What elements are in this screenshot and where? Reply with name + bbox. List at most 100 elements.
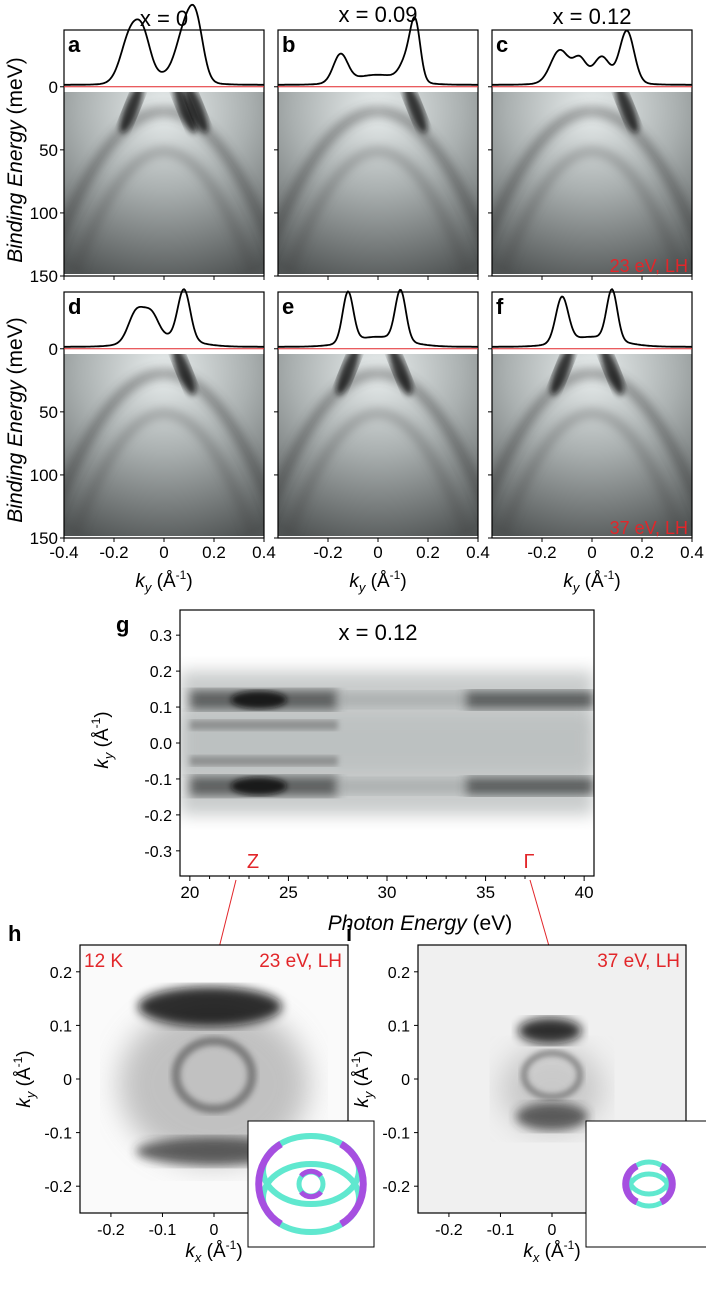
x-tick-label: -0.1 [487, 1222, 515, 1239]
x-tick-label: -0.2 [99, 543, 128, 562]
inset-schematic [247, 1120, 375, 1248]
y-tick-label: 0.1 [150, 700, 172, 717]
inset-schematic [585, 1120, 706, 1248]
mdc-curve [278, 16, 478, 86]
inner-band [70, 409, 258, 536]
band-tip [615, 92, 639, 134]
svg-text:ky (Å-1): ky (Å-1) [11, 1050, 38, 1107]
dome-background [278, 354, 478, 536]
band-z-hotspot-1 [230, 777, 287, 796]
y-tick-label: 100 [30, 204, 58, 223]
y-tick-label: 0 [63, 1072, 72, 1089]
panel-a-image [64, 92, 264, 274]
panel-e: e -0.2 0 0.2 0.4 [274, 288, 490, 562]
inner-band [498, 147, 686, 274]
x-tick-label: 0.2 [630, 543, 654, 562]
magenta-right-arc [339, 1140, 367, 1228]
band-mid-0 [337, 691, 466, 708]
panel-h: h12 K 23 eV, LH0.20.10-0.1-0.2-0.2 -0.1 0kx… [8, 921, 375, 1265]
panel-label-b: b [282, 32, 295, 57]
inner-band [284, 147, 472, 274]
outer-band [278, 368, 478, 501]
panel-g-title: x = 0.12 [339, 620, 418, 645]
fs-top-arc [138, 986, 282, 1027]
x-tick-label: 35 [476, 883, 495, 902]
marker-1: Γ [523, 851, 534, 873]
x-tick-label: 0 [210, 1222, 219, 1239]
band-tip [173, 92, 197, 134]
panel-label-e: e [282, 294, 294, 319]
panel-c: c [488, 29, 693, 280]
panel-g-image [180, 671, 594, 815]
panel-label-a: a [68, 32, 81, 57]
y-tick-label: 0.0 [150, 736, 172, 753]
x-tick-label: 0 [548, 1222, 557, 1239]
band-tip [550, 354, 574, 396]
fs-bottom-arc [516, 1102, 588, 1131]
panel-label-f: f [496, 294, 504, 319]
band-tip [600, 354, 624, 396]
x-tick-label: 40 [575, 883, 594, 902]
ky-xlabel-col0: ky (Å-1) [135, 568, 192, 595]
magenta-inner-bottom [299, 1190, 323, 1200]
y-tick-label: 0.3 [150, 628, 172, 645]
fs-top-arc [518, 1017, 582, 1044]
panel-label-i: i [346, 921, 352, 946]
inner-band-0 [189, 720, 338, 731]
x-tick-label: 0.2 [416, 543, 440, 562]
inner-band [498, 409, 686, 536]
x-tick-label: 0 [159, 543, 168, 562]
annotation-37ev: 37 eV, LH [610, 518, 688, 538]
panel-label-g: g [116, 612, 129, 637]
x-tick-label: 20 [180, 883, 199, 902]
x-tick-label: 0.2 [202, 543, 226, 562]
panel-i-image [418, 945, 686, 1213]
svg-text:ky (Å-1): ky (Å-1) [349, 1050, 376, 1107]
y-tick-label: -0.2 [44, 1179, 72, 1196]
x-tick-label: -0.1 [149, 1222, 177, 1239]
x-tick-label: 0.4 [252, 543, 276, 562]
dome-background [492, 354, 692, 536]
panel-b: b [274, 16, 479, 280]
panel-g-xlabel: Photon Energy (eV) [328, 912, 512, 935]
ky-ylabel: ky (Å-1) [349, 1050, 376, 1107]
y-tick-label: 0 [49, 78, 58, 97]
y-tick-label: -0.2 [144, 808, 172, 825]
x-tick-label: -0.4 [49, 543, 78, 562]
ylabel-unit: (meV) [4, 317, 27, 380]
x-tick-label: 0 [587, 543, 596, 562]
annotation-1: 23 eV, LH [259, 951, 342, 972]
y-tick-label: -0.2 [382, 1179, 410, 1196]
dome-background [64, 92, 264, 274]
svg-text:Binding Energy (meV): Binding Energy (meV) [4, 57, 27, 262]
dome-background [278, 92, 478, 274]
x-tick-label: 0.4 [466, 543, 490, 562]
outer-band [64, 106, 264, 239]
inner-band-1 [189, 755, 338, 766]
ylabel-unit: (meV) [4, 57, 27, 120]
band-right-0 [465, 690, 594, 709]
binding-energy-ylabel-bottom: Binding Energy (meV) [4, 317, 27, 522]
ky-xlabel-col2: ky (Å-1) [563, 568, 620, 595]
magenta-inner-top [299, 1168, 323, 1178]
band-right-1 [465, 777, 594, 796]
svg-text:Binding Energy (meV): Binding Energy (meV) [4, 317, 27, 522]
y-tick-label: 150 [30, 529, 58, 548]
y-tick-label: -0.1 [144, 772, 172, 789]
panel-a: a 0 50 100 150 [30, 3, 265, 286]
x-tick-label: 30 [378, 883, 397, 902]
outer-band [492, 106, 692, 239]
panel-d: d 0 50 100 150-0.4 -0.2 0 0.2 0.4 [30, 288, 276, 562]
annotation-0: 37 eV, LH [597, 951, 680, 972]
panel-f: f -0.2 0 0.2 0.4 [488, 288, 704, 562]
marker-0: Z [247, 851, 259, 873]
kx-xlabel: kx (Å-1) [523, 1238, 580, 1265]
y-tick-label: -0.1 [382, 1126, 410, 1143]
panel-g: g 0.3 0.2 0.1 0.0 -0.1 -0.2 -0.3 20 25 30 35 40 Z Γ [116, 609, 595, 902]
magenta-left-arc [255, 1140, 283, 1228]
band-tip [119, 92, 144, 134]
ylabel-name: Binding Energy [4, 119, 27, 263]
column-title-x009: x = 0.09 [339, 2, 418, 27]
